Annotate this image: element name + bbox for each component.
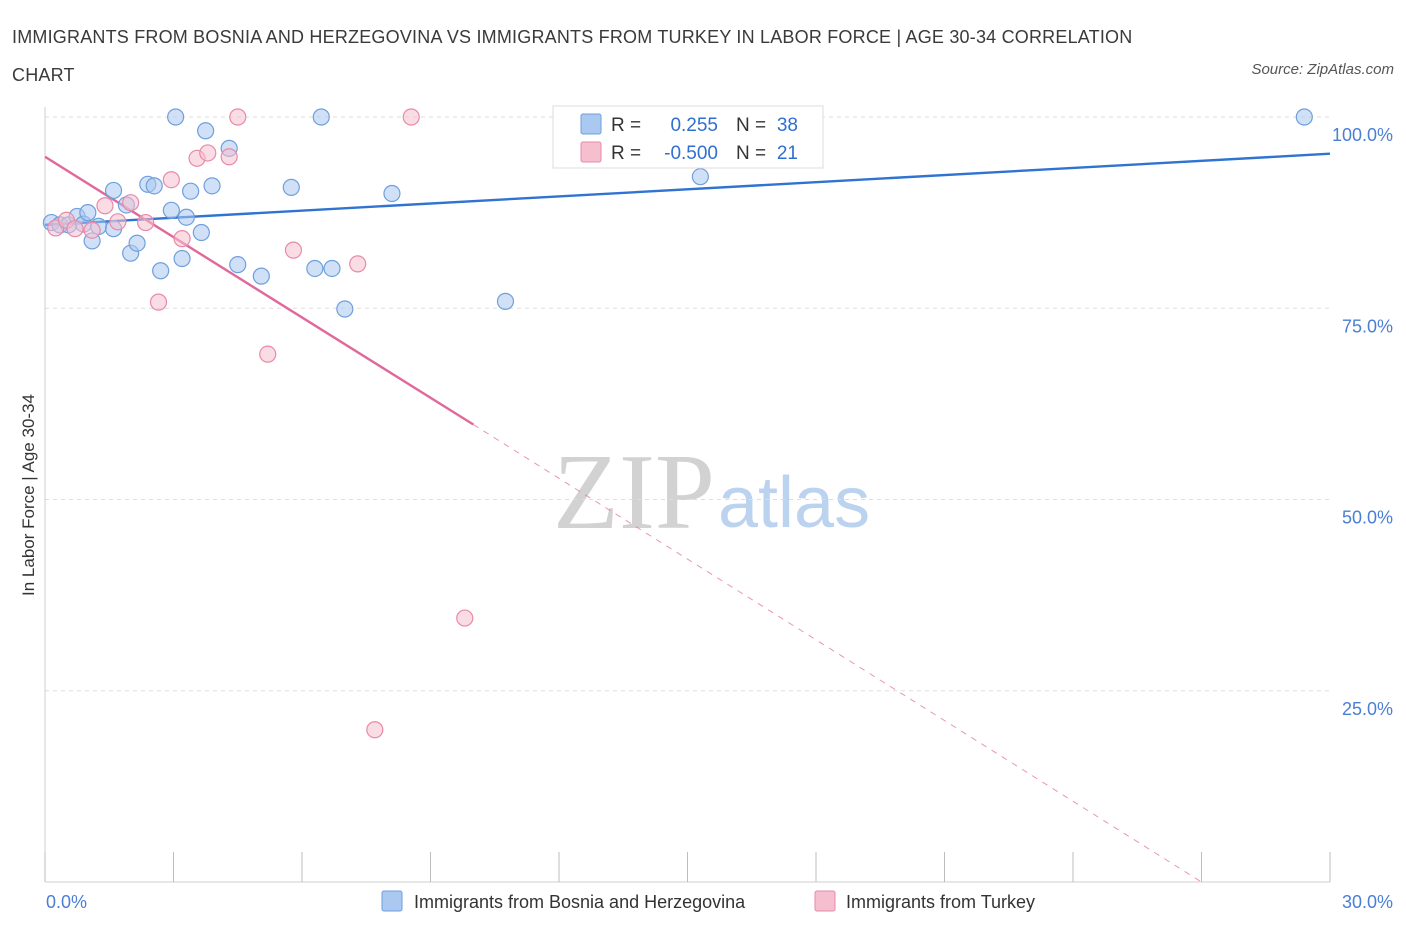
source-label: Source: ZipAtlas.com xyxy=(1251,61,1394,78)
y-tick-label: 75.0% xyxy=(1342,316,1393,336)
data-point-pink xyxy=(456,609,474,627)
x-tick-label-min: 0.0% xyxy=(46,892,87,912)
correlation-legend: R = 0.255 N = 38 R = -0.500 N = 21 xyxy=(552,105,824,169)
trend-lines xyxy=(44,152,1331,883)
data-point-pink xyxy=(122,194,140,212)
data-point-blue xyxy=(312,108,330,126)
y-tick-label: 100.0% xyxy=(1332,125,1393,145)
legend-n-label: N = xyxy=(736,115,766,136)
legend-n-label: N = xyxy=(736,143,766,164)
watermark-zip: ZIP xyxy=(553,433,715,552)
series-legend-swatch-pink xyxy=(814,890,836,912)
legend-n-value-pink: 21 xyxy=(777,143,798,164)
y-axis-label: In Labor Force | Age 30-34 xyxy=(19,394,38,596)
y-tick-label: 25.0% xyxy=(1342,699,1393,719)
data-point-blue xyxy=(167,108,185,126)
data-point-pink xyxy=(349,255,367,273)
legend-r-value-blue: 0.255 xyxy=(670,115,718,136)
data-point-blue xyxy=(691,168,709,186)
data-point-pink xyxy=(259,345,277,363)
legend-r-value-pink: -0.500 xyxy=(664,143,718,164)
series-legend-swatch-blue xyxy=(381,890,403,912)
data-point-pink xyxy=(162,171,180,189)
data-point-blue xyxy=(282,178,300,196)
data-point-pink xyxy=(284,241,303,259)
data-point-blue xyxy=(496,292,515,310)
legend-n-value-blue: 38 xyxy=(777,115,798,136)
legend-swatch-blue xyxy=(580,113,602,135)
trend-line-blue xyxy=(44,152,1331,227)
data-point-blue xyxy=(229,256,247,274)
data-point-pink xyxy=(220,148,238,166)
data-point-blue xyxy=(152,262,170,280)
data-point-pink xyxy=(137,213,155,232)
data-point-blue xyxy=(306,259,324,278)
data-point-pink xyxy=(366,721,384,739)
x-tick-label-max: 30.0% xyxy=(1342,892,1393,912)
data-point-pink xyxy=(149,293,168,311)
trend-line-pink xyxy=(44,155,474,426)
data-point-blue xyxy=(182,182,200,200)
axes xyxy=(44,107,1331,883)
data-point-pink xyxy=(229,108,247,126)
data-point-blue xyxy=(192,223,210,242)
data-point-pink xyxy=(96,197,114,215)
data-point-pink xyxy=(173,230,191,248)
data-point-blue xyxy=(323,259,341,278)
data-point-pink xyxy=(199,144,217,162)
legend-r-label: R = xyxy=(611,143,641,164)
data-point-pink xyxy=(402,108,420,126)
data-point-blue xyxy=(197,122,215,140)
chart-title: IMMIGRANTS FROM BOSNIA AND HERZEGOVINA V… xyxy=(12,27,1133,85)
data-point-blue xyxy=(173,249,191,268)
data-point-pink xyxy=(83,221,101,239)
data-point-blue xyxy=(162,201,180,219)
data-point-blue xyxy=(79,204,97,222)
data-point-blue xyxy=(104,181,123,200)
series-legend: Immigrants from Bosnia and Herzegovina I… xyxy=(381,890,1035,912)
data-point-blue xyxy=(145,177,163,195)
series-legend-label-blue: Immigrants from Bosnia and Herzegovina xyxy=(414,892,746,912)
data-point-blue xyxy=(383,184,401,203)
data-point-pink xyxy=(66,220,84,238)
data-points xyxy=(42,108,1313,739)
data-point-blue xyxy=(128,234,146,252)
y-tick-label: 50.0% xyxy=(1342,508,1393,528)
y-tick-labels: 25.0% 50.0% 75.0% 100.0% xyxy=(1332,125,1393,719)
data-point-pink xyxy=(109,213,127,231)
watermark-atlas: atlas xyxy=(718,463,870,543)
legend-swatch-pink xyxy=(580,141,602,163)
legend-r-label: R = xyxy=(611,115,641,136)
series-legend-label-pink: Immigrants from Turkey xyxy=(846,892,1035,912)
data-point-blue xyxy=(1295,108,1313,126)
data-point-blue xyxy=(252,267,270,285)
grid-lines xyxy=(45,116,1330,692)
data-point-blue xyxy=(177,208,195,226)
data-point-blue xyxy=(336,300,354,318)
data-point-blue xyxy=(203,177,221,195)
